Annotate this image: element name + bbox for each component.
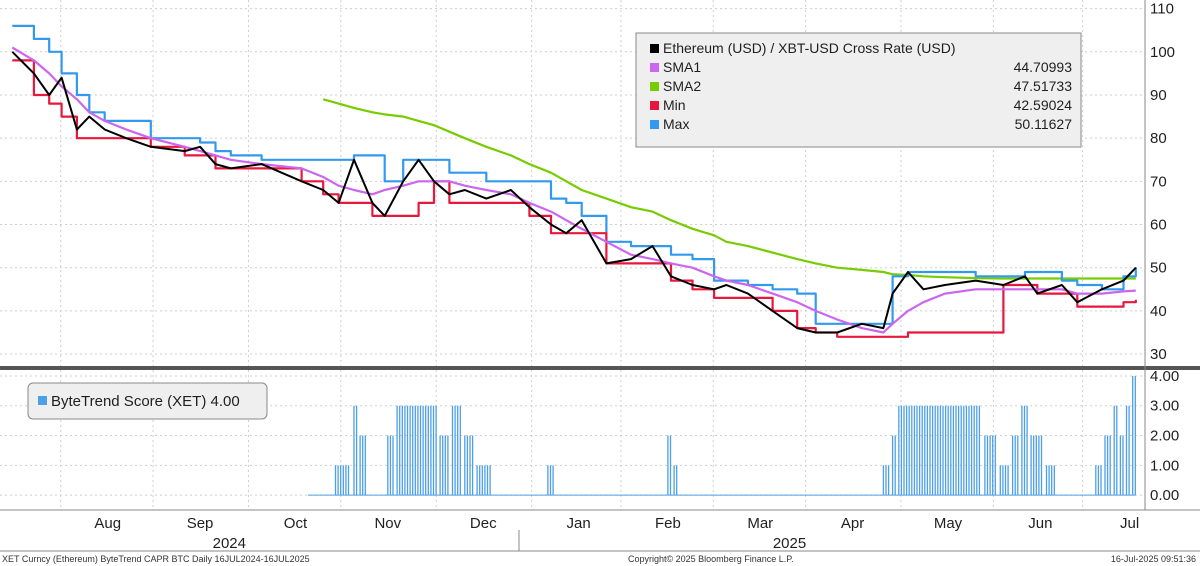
price-tick-label: 90 <box>1150 87 1167 104</box>
score-bar-group <box>359 435 366 496</box>
score-bar-group <box>396 405 437 496</box>
score-tick-label: 0.00 <box>1150 487 1179 504</box>
score-bar-group <box>673 465 678 496</box>
legend-series-value: 50.11627 <box>1015 116 1073 132</box>
score-bar-group <box>1021 405 1028 496</box>
score-legend-swatch <box>38 396 47 405</box>
price-tick-label: 100 <box>1150 44 1175 61</box>
score-legend-box <box>27 382 268 420</box>
score-bar-group <box>898 405 981 496</box>
score-bar-group <box>1119 435 1124 496</box>
score-tick-label: 4.00 <box>1150 368 1179 385</box>
legend-swatch <box>650 101 659 110</box>
score-bar-group <box>1030 435 1043 496</box>
month-label: Aug <box>94 515 121 532</box>
legend-swatch <box>650 120 659 129</box>
month-label: Jun <box>1028 515 1052 532</box>
score-bar-group <box>999 465 1009 496</box>
legend-swatch <box>650 44 659 53</box>
legend-series-name: SMA2 <box>663 78 701 94</box>
series-line-max <box>12 24 1137 325</box>
series-line-ethereum <box>11 51 1137 334</box>
legend-series-name: SMA1 <box>663 59 701 75</box>
footer-timestamp: 16-Jul-2025 09:51:36 <box>1110 554 1196 564</box>
score-bar-group <box>1095 465 1102 496</box>
footer-copyright: Copyright© 2025 Bloomberg Finance L.P. <box>628 554 794 564</box>
price-axis-ticks: 30 40 50 60 70 80 90 100 110 <box>1150 1 1175 363</box>
score-bar-group <box>1113 405 1118 496</box>
legend-swatch <box>650 63 659 72</box>
score-bar-group <box>882 465 890 496</box>
score-tick-label: 3.00 <box>1150 398 1179 415</box>
score-legend: ByteTrend Score (XET) 4.00 <box>27 382 268 420</box>
year-label: 2025 <box>773 535 806 552</box>
score-bars <box>307 375 1136 496</box>
score-bar-group <box>1045 465 1055 496</box>
score-bar-group <box>451 405 461 496</box>
price-lines <box>11 24 1137 338</box>
score-axis-ticks: 0.00 1.00 2.00 3.00 4.00 <box>1150 368 1179 504</box>
legend-series-name: Min <box>663 97 686 113</box>
month-label: Feb <box>655 515 681 532</box>
score-tick-label: 2.00 <box>1150 428 1179 445</box>
score-bar-group <box>387 435 394 496</box>
month-label: Jan <box>567 515 591 532</box>
price-tick-label: 110 <box>1150 1 1174 18</box>
year-label: 2024 <box>213 535 246 552</box>
price-tick-label: 30 <box>1150 346 1167 363</box>
score-bar-group <box>476 465 491 496</box>
month-label: Oct <box>284 515 308 532</box>
score-bar-group <box>1011 435 1019 496</box>
legend-series-name: Max <box>663 116 689 132</box>
month-label: May <box>934 515 963 532</box>
score-bar-group <box>1125 405 1130 496</box>
price-tick-label: 60 <box>1150 217 1167 234</box>
score-bar-group <box>984 435 996 496</box>
price-tick-label: 40 <box>1150 303 1167 320</box>
footer-left: XET Curncy (Ethereum) ByteTrend CAPR BTC… <box>2 554 310 564</box>
score-legend-label: ByteTrend Score (XET) 4.00 <box>51 393 240 410</box>
month-label: Nov <box>374 515 401 532</box>
score-bar-group <box>547 465 554 496</box>
score-bar-group <box>353 405 358 496</box>
score-bar-group <box>891 435 896 496</box>
legend-series-value: 44.70993 <box>1014 59 1073 75</box>
price-tick-label: 80 <box>1150 130 1167 147</box>
legend-box <box>635 32 1082 148</box>
legend-series-value: 47.51733 <box>1014 78 1073 94</box>
score-bar-group <box>1132 375 1136 496</box>
price-legend: Ethereum (USD) / XBT-USD Cross Rate (USD… <box>635 32 1082 148</box>
score-bar-group <box>464 435 474 496</box>
score-bar-group <box>1104 435 1111 496</box>
month-label: Mar <box>747 515 773 532</box>
series-line-sma2 <box>322 98 1136 280</box>
price-tick-label: 70 <box>1150 173 1167 190</box>
score-bar-group <box>439 435 449 496</box>
month-label: Sep <box>187 515 214 532</box>
legend-series-value: 42.59024 <box>1014 97 1073 113</box>
month-label: Dec <box>470 515 497 532</box>
month-label: Apr <box>841 515 864 532</box>
score-bar-group <box>334 465 350 496</box>
month-label: Jul <box>1120 515 1139 532</box>
score-tick-label: 1.00 <box>1150 457 1179 474</box>
price-tick-label: 50 <box>1150 260 1167 277</box>
time-axis: Aug Sep Oct Nov Dec Jan Feb Mar Apr May Jun Jul 2024… <box>94 515 1139 552</box>
legend-swatch <box>650 82 659 91</box>
legend-series-name: Ethereum (USD) / XBT-USD Cross Rate (USD… <box>663 40 956 56</box>
panel-divider <box>0 366 1200 370</box>
score-bar-group <box>667 435 672 496</box>
